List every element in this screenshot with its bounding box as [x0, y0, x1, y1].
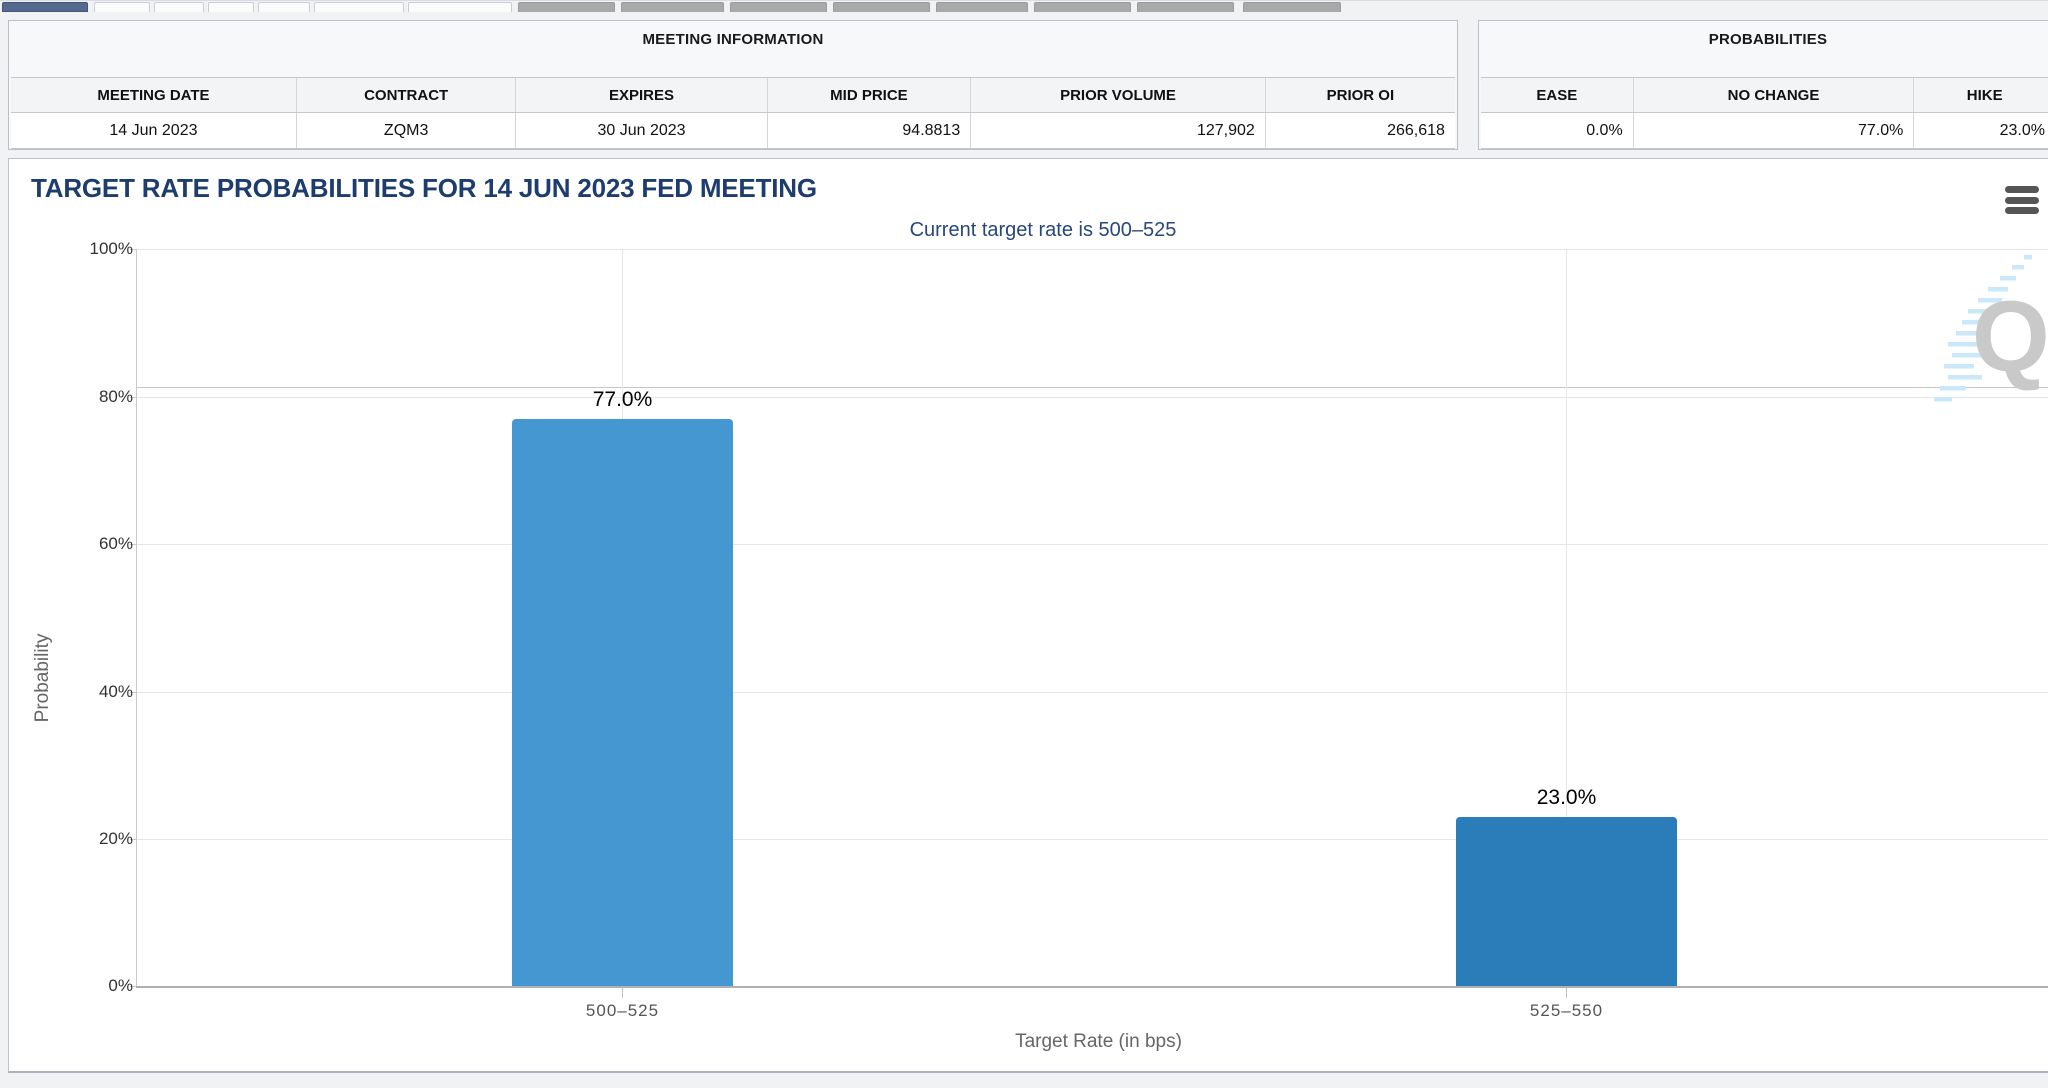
tab-strip [0, 0, 2048, 12]
chart-context-menu-icon[interactable] [2005, 185, 2041, 215]
y-tick [130, 986, 136, 987]
column-header-prior-volume: PRIOR VOLUME [971, 78, 1266, 112]
table-header-row: MEETING DATE CONTRACT EXPIRES MID PRICE … [11, 77, 1455, 113]
prior-oi-value: 266,618 [1387, 121, 1445, 139]
column-header-prior-oi: PRIOR OI [1326, 86, 1395, 104]
x-axis-line [136, 986, 2048, 988]
h-gridline-80 [136, 396, 2048, 398]
mid-price-value: 94.8813 [768, 113, 972, 148]
y-tick [130, 544, 136, 545]
table-header-row: EASE NO CHANGE HIKE [1481, 77, 2048, 113]
x-tick [622, 988, 623, 998]
y-tick-label: 60% [98, 534, 133, 553]
bar-value-label: 23.0% [1536, 785, 1597, 809]
chart-subtitle: Current target rate is 500–525 [909, 219, 1177, 241]
h-plotline [136, 387, 2048, 388]
column-header-no-change: NO CHANGE [1634, 78, 1915, 112]
target-rate-chart-panel: TARGET RATE PROBABILITIES FOR 14 JUN 202… [8, 158, 2048, 1073]
browser-tab-active[interactable] [2, 2, 88, 12]
y-tick [130, 691, 136, 693]
meeting-information-title: MEETING INFORMATION [642, 31, 824, 48]
menu-bar [2005, 207, 2039, 214]
table-row: 0.0% 77.0% 23.0% [1481, 113, 2048, 149]
meeting-information-table: MEETING DATE CONTRACT EXPIRES MID PRICE … [11, 77, 1455, 149]
chart-title: TARGET RATE PROBABILITIES FOR 14 JUN 202… [31, 173, 817, 203]
browser-tab[interactable] [408, 2, 512, 12]
bar-rect-525-550[interactable] [1456, 816, 1677, 986]
browser-tab[interactable] [1137, 2, 1234, 12]
browser-tab[interactable] [518, 2, 615, 12]
meeting-information-panel: MEETING INFORMATION MEETING DATE CONTRAC… [8, 20, 1458, 150]
h-gridline-60 [136, 544, 2048, 545]
bar-500-525: 77.0% [512, 249, 733, 986]
browser-tab[interactable] [730, 2, 827, 12]
y-tick-label: 100% [89, 239, 133, 258]
v-gridline [1566, 249, 1567, 986]
hike-value: 23.0% [1999, 121, 2045, 139]
y-tick [130, 249, 136, 250]
column-header-mid-price: MID PRICE [768, 78, 972, 112]
browser-tab[interactable] [154, 2, 204, 12]
column-header-ease: EASE [1481, 78, 1634, 112]
browser-tab[interactable] [833, 2, 930, 12]
column-header-hike: HIKE [1966, 86, 2003, 104]
browser-tab[interactable] [621, 2, 724, 12]
contract-value: ZQM3 [297, 113, 517, 148]
plot-area: 100% 80% 60% 40% 20% 0% Probability 77.0… [9, 159, 2048, 1074]
browser-tab[interactable] [208, 2, 254, 12]
browser-tab[interactable] [936, 2, 1028, 12]
y-axis-line [136, 249, 137, 986]
bar-rect-500-525[interactable] [512, 418, 733, 986]
x-category-label: 500–525 [585, 1001, 660, 1020]
menu-bar [2005, 196, 2039, 204]
prior-volume-value: 127,902 [971, 113, 1266, 148]
column-header-contract: CONTRACT [297, 78, 517, 112]
y-tick [130, 396, 136, 398]
menu-bar [2005, 186, 2039, 193]
y-tick-label: 20% [98, 829, 133, 848]
h-gridline-20 [136, 839, 2048, 840]
h-gridline-100 [136, 249, 2048, 250]
browser-tab[interactable] [94, 2, 150, 12]
browser-tab[interactable] [1034, 2, 1131, 12]
svg-text:Q: Q [1972, 281, 2048, 393]
y-tick-label: 80% [98, 386, 133, 406]
ease-value: 0.0% [1481, 113, 1634, 148]
x-category-label: 525–550 [1529, 1001, 1604, 1020]
y-tick-label: 40% [98, 681, 133, 701]
x-axis-title: Target Rate (in bps) [1015, 1031, 1182, 1052]
bar-value-label: 77.0% [592, 387, 653, 411]
browser-tab[interactable] [258, 2, 310, 12]
probabilities-title: PROBABILITIES [1708, 31, 1828, 48]
browser-tab[interactable] [1243, 2, 1341, 12]
quikstrike-watermark: Q [1926, 249, 2048, 409]
h-gridline-40 [136, 691, 2048, 693]
table-row: 14 Jun 2023 ZQM3 30 Jun 2023 94.8813 127… [11, 113, 1455, 149]
probabilities-panel: PROBABILITIES EASE NO CHANGE HIKE 0.0% 7… [1478, 20, 2048, 150]
y-tick-label: 0% [108, 976, 133, 995]
y-tick [130, 839, 136, 840]
column-header-meeting-date: MEETING DATE [11, 78, 297, 112]
expires-value: 30 Jun 2023 [516, 113, 768, 148]
column-header-expires: EXPIRES [516, 78, 768, 112]
y-axis-title: Probability [32, 633, 53, 723]
x-tick [1566, 988, 1567, 998]
probabilities-table: EASE NO CHANGE HIKE 0.0% 77.0% 23.0% [1481, 77, 2048, 149]
meeting-date-value: 14 Jun 2023 [11, 113, 297, 148]
browser-tab[interactable] [314, 2, 404, 12]
bar-525-550: 23.0% [1456, 249, 1677, 986]
no-change-value: 77.0% [1634, 113, 1915, 148]
quikstrike-logo-icon: Q [1934, 255, 2048, 402]
